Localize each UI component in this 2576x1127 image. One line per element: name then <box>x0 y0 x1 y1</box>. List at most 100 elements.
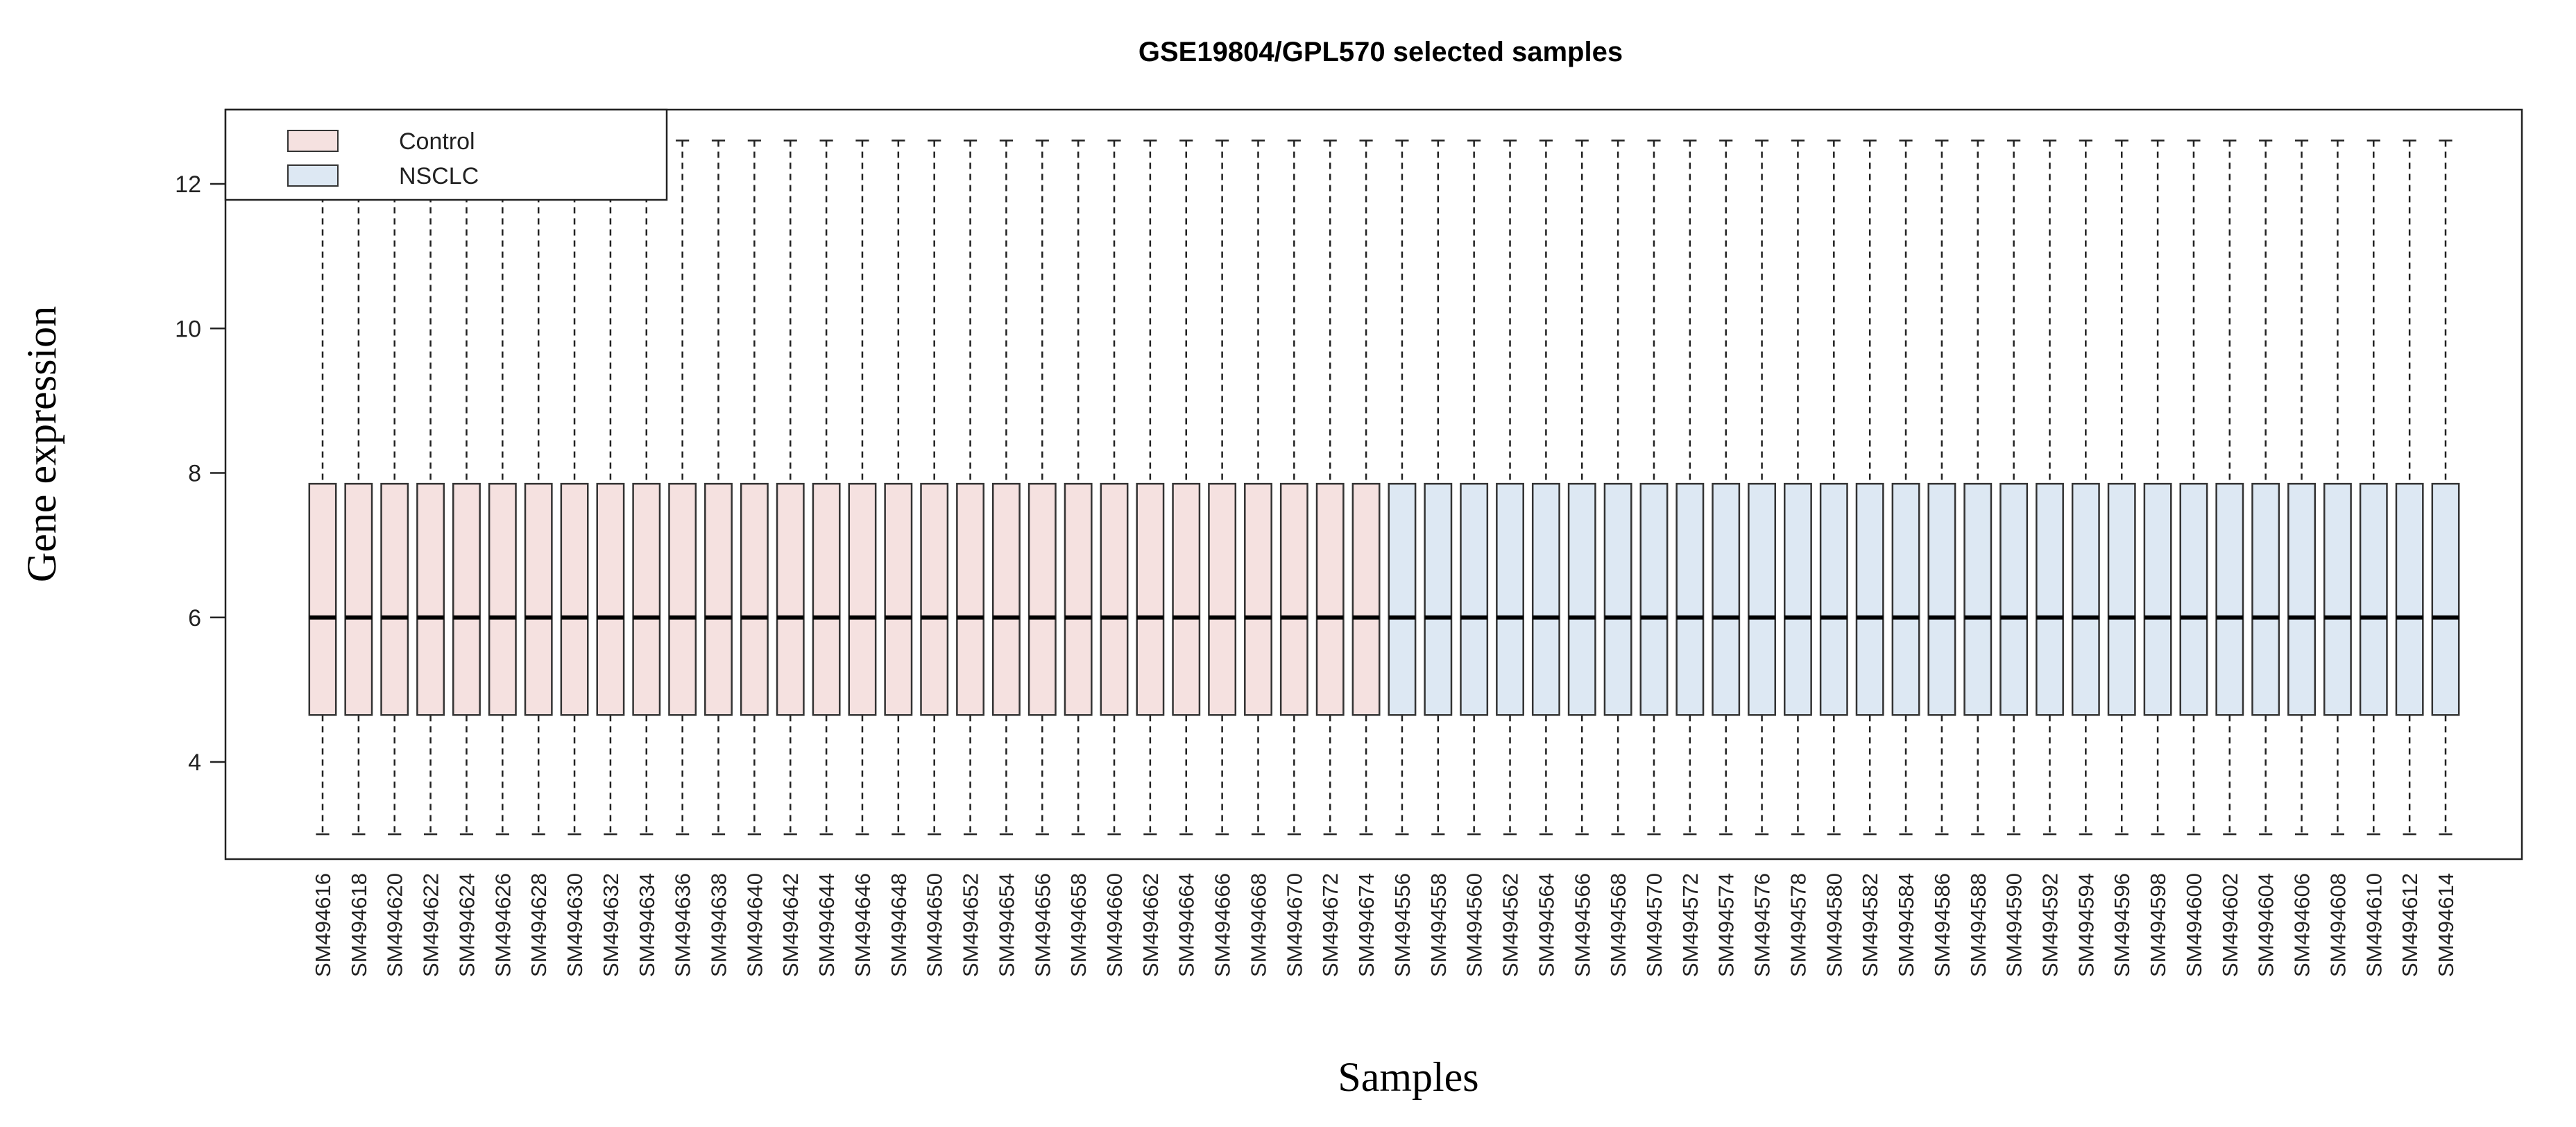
box-SM494620 <box>380 139 409 836</box>
box-SM494556 <box>1388 139 1417 836</box>
box-SM494570 <box>1639 139 1669 836</box>
boxes-layer <box>308 139 2460 836</box>
box-body <box>920 482 949 716</box>
box-body <box>1172 482 1201 716</box>
box-body <box>1351 482 1381 716</box>
box-body <box>1675 482 1705 716</box>
box-body <box>1891 482 1920 716</box>
box-body <box>1531 482 1560 716</box>
x-tick-label-SM494650: SM494650 <box>923 873 947 977</box>
box-SM494660 <box>1100 139 1129 836</box>
box-SM494598 <box>2143 139 2172 836</box>
x-tick-label-SM494672: SM494672 <box>1318 873 1342 977</box>
box-body <box>1064 482 1093 716</box>
box-body <box>452 482 481 716</box>
x-tick-label-SM494664: SM494664 <box>1175 873 1199 977</box>
box-body <box>1100 482 1129 716</box>
box-body <box>2107 482 2136 716</box>
box-body <box>1784 482 1812 716</box>
box-SM494662 <box>1136 139 1165 836</box>
x-tick-label-SM494624: SM494624 <box>454 873 479 977</box>
box-SM494658 <box>1064 139 1093 836</box>
x-tick-label-SM494598: SM494598 <box>2146 873 2170 977</box>
box-body <box>2359 482 2388 716</box>
x-tick-label-SM494626: SM494626 <box>491 873 515 977</box>
x-tick-label-SM494580: SM494580 <box>1822 873 1846 977</box>
box-SM494652 <box>956 139 984 836</box>
box-body <box>488 482 517 716</box>
box-SM494580 <box>1819 139 1848 836</box>
x-tick-label-SM494662: SM494662 <box>1138 873 1163 977</box>
x-tick-label-SM494674: SM494674 <box>1354 873 1379 977</box>
box-body <box>2143 482 2172 716</box>
x-tick-label-SM494584: SM494584 <box>1894 873 1918 977</box>
box-body <box>1567 482 1596 716</box>
box-body <box>1603 482 1632 716</box>
box-SM494586 <box>1927 139 1956 836</box>
box-body <box>380 482 409 716</box>
box-SM494558 <box>1424 139 1453 836</box>
x-tick-label-SM494646: SM494646 <box>851 873 875 977</box>
box-SM494606 <box>2287 139 2316 836</box>
box-SM494574 <box>1712 139 1741 836</box>
box-body <box>308 482 337 716</box>
box-body <box>1927 482 1956 716</box>
x-tick-label-SM494576: SM494576 <box>1750 873 1775 977</box>
box-SM494630 <box>560 139 589 836</box>
x-tick-label-SM494564: SM494564 <box>1534 873 1558 977</box>
box-SM494628 <box>524 139 553 836</box>
box-body <box>740 482 769 716</box>
y-axis-title: Gene expression <box>19 306 65 582</box>
box-SM494648 <box>884 139 913 836</box>
box-SM494626 <box>488 139 517 836</box>
box-SM494632 <box>596 139 625 836</box>
box-body <box>2036 482 2064 716</box>
x-tick-label-SM494560: SM494560 <box>1462 873 1487 977</box>
x-tick-label-SM494590: SM494590 <box>2002 873 2027 977</box>
box-body <box>668 482 697 716</box>
x-tick-label-SM494596: SM494596 <box>2110 873 2134 977</box>
x-tick-label-SM494570: SM494570 <box>1642 873 1666 977</box>
x-tick-label-SM494594: SM494594 <box>2074 873 2098 977</box>
box-SM494576 <box>1748 139 1777 836</box>
x-tick-label-SM494574: SM494574 <box>1714 873 1739 977</box>
x-tick-label-SM494572: SM494572 <box>1678 873 1703 977</box>
box-SM494646 <box>848 139 877 836</box>
x-tick-label-SM494622: SM494622 <box>419 873 443 977</box>
x-tick-label-SM494608: SM494608 <box>2326 873 2350 977</box>
box-SM494634 <box>632 139 661 836</box>
box-SM494656 <box>1027 139 1057 836</box>
x-tick-label-SM494568: SM494568 <box>1606 873 1630 977</box>
x-tick-label-SM494636: SM494636 <box>671 873 695 977</box>
x-tick-label-SM494610: SM494610 <box>2362 873 2386 977</box>
box-SM494578 <box>1784 139 1812 836</box>
box-body <box>1712 482 1741 716</box>
box-body <box>1208 482 1237 716</box>
box-SM494596 <box>2107 139 2136 836</box>
box-SM494672 <box>1315 139 1345 836</box>
box-SM494624 <box>452 139 481 836</box>
box-body <box>632 482 661 716</box>
x-tick-label-SM494634: SM494634 <box>635 873 659 977</box>
box-body <box>956 482 984 716</box>
x-tick-label-SM494668: SM494668 <box>1246 873 1270 977</box>
box-body <box>560 482 589 716</box>
x-tick-label-SM494618: SM494618 <box>347 873 371 977</box>
box-SM494612 <box>2395 139 2424 836</box>
x-tick-label-SM494614: SM494614 <box>2434 873 2458 977</box>
box-body <box>704 482 733 716</box>
x-tick-label-SM494644: SM494644 <box>814 873 839 977</box>
box-body <box>2215 482 2244 716</box>
box-SM494654 <box>991 139 1021 836</box>
x-tick-label-SM494556: SM494556 <box>1390 873 1415 977</box>
box-body <box>1460 482 1489 716</box>
x-tick-label-SM494628: SM494628 <box>527 873 551 977</box>
legend: Control NSCLC <box>224 108 668 201</box>
box-body <box>1388 482 1417 716</box>
box-SM494644 <box>812 139 841 836</box>
box-SM494664 <box>1172 139 1201 836</box>
box-body <box>848 482 877 716</box>
legend-label-control: Control <box>399 128 475 155</box>
